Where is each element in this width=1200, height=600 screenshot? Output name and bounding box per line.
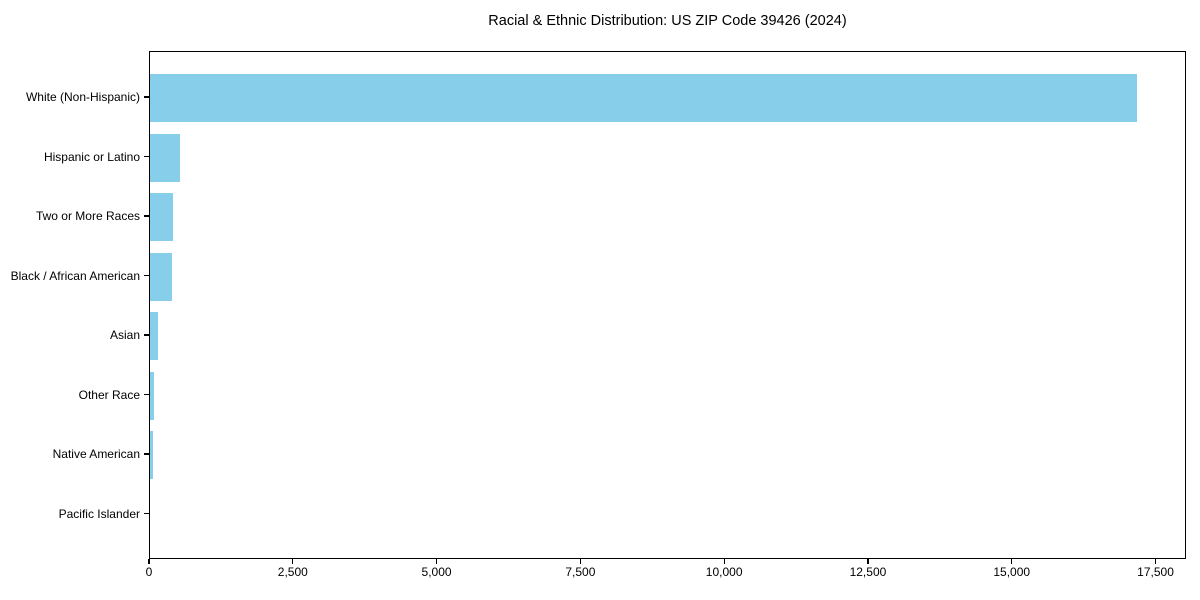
y-axis-label-white-non-hispanic: White (Non-Hispanic) bbox=[25, 90, 140, 104]
x-tick-mark bbox=[867, 559, 869, 564]
y-axis-label-hispanic-or-latino: Hispanic or Latino bbox=[43, 149, 140, 164]
y-tick-mark bbox=[144, 453, 149, 455]
x-tick-mark bbox=[1154, 559, 1157, 564]
x-tick-mark bbox=[579, 559, 581, 564]
bar-hispanic-or-latino bbox=[150, 133, 180, 182]
plot-area bbox=[149, 51, 1186, 559]
y-tick-mark bbox=[144, 512, 149, 515]
x-tick-mark bbox=[292, 559, 294, 564]
x-axis-label-10000: 10,000 bbox=[705, 565, 743, 579]
y-axis-label-native-american: Native American bbox=[52, 447, 140, 461]
y-tick-mark bbox=[144, 96, 149, 98]
chart-title: Racial & Ethnic Distribution: US ZIP Cod… bbox=[488, 13, 847, 29]
x-axis-label-2500: 2,500 bbox=[277, 565, 308, 579]
bar-native-american bbox=[150, 431, 154, 479]
y-tick-mark bbox=[144, 155, 149, 158]
x-axis-label-17500: 17,500 bbox=[1137, 565, 1174, 579]
bar-black-african-american bbox=[150, 252, 173, 301]
y-axis-label-other-race: Other Race bbox=[78, 387, 140, 402]
x-axis-label-0: 0 bbox=[145, 565, 153, 579]
x-axis-label-7500: 7,500 bbox=[565, 565, 596, 579]
y-tick-mark bbox=[144, 274, 149, 277]
x-axis-label-5000: 5,000 bbox=[421, 565, 452, 579]
y-tick-mark bbox=[144, 393, 149, 396]
bar-white-non-hispanic bbox=[150, 74, 1137, 122]
x-tick-mark bbox=[435, 559, 438, 564]
x-tick-mark bbox=[148, 559, 150, 564]
bar-two-or-more-races bbox=[150, 193, 173, 241]
bar-asian bbox=[150, 312, 159, 360]
y-axis-label-pacific-islander: Pacific Islander bbox=[58, 506, 140, 521]
x-axis-label-15000: 15,000 bbox=[993, 565, 1031, 579]
y-axis-label-two-or-more-races: Two or More Races bbox=[35, 209, 140, 223]
x-tick-mark bbox=[723, 559, 725, 564]
y-axis-label-asian: Asian bbox=[109, 328, 140, 342]
y-axis-label-black-african-american: Black / African American bbox=[10, 268, 140, 283]
y-tick-mark bbox=[144, 215, 149, 217]
bar-other-race bbox=[150, 371, 154, 420]
y-tick-mark bbox=[144, 334, 149, 336]
x-tick-mark bbox=[1011, 559, 1013, 564]
x-axis-label-12500: 12,500 bbox=[849, 565, 887, 579]
